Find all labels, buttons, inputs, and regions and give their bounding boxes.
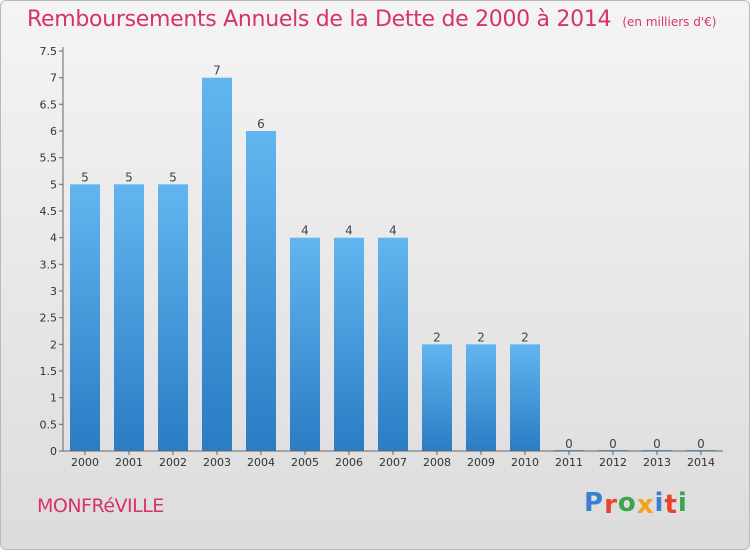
x-tick-label: 2013 (643, 456, 671, 469)
x-tick-label: 2003 (203, 456, 231, 469)
y-tick-label: 4.5 (40, 205, 58, 218)
bar-value-label: 5 (169, 170, 177, 184)
chart-title: Remboursements Annuels de la Dette de 20… (27, 7, 612, 32)
bar (70, 184, 100, 452)
bar-value-label: 2 (477, 330, 485, 344)
bar-value-label: 5 (125, 170, 133, 184)
commune-name: MONFRéVILLE (37, 495, 164, 517)
y-tick-label: 6.5 (40, 98, 58, 111)
x-tick-label: 2009 (467, 456, 495, 469)
logo-letter: x (636, 490, 655, 520)
y-tick-label: 3.5 (40, 258, 58, 271)
bar-value-label: 2 (521, 330, 529, 344)
bar-value-label: 5 (81, 170, 89, 184)
y-tick-label: 5 (50, 178, 57, 191)
y-tick-label: 6 (50, 125, 57, 138)
bar-value-label: 0 (565, 437, 573, 451)
bar-value-label: 4 (389, 224, 397, 238)
y-tick-label: 0 (50, 445, 57, 458)
logo-letter: i (677, 488, 688, 518)
y-tick-label: 2.5 (40, 312, 58, 325)
bar-value-label: 0 (609, 437, 617, 451)
x-tick-label: 2005 (291, 456, 319, 469)
y-tick-label: 5.5 (40, 152, 58, 165)
x-tick-label: 2008 (423, 456, 451, 469)
bar-value-label: 0 (697, 437, 705, 451)
x-tick-label: 2004 (247, 456, 275, 469)
bar (510, 344, 540, 451)
x-tick-label: 2006 (335, 456, 363, 469)
bar (202, 77, 232, 451)
bar-value-label: 0 (653, 437, 661, 451)
logo-letter: P (584, 488, 605, 518)
y-tick-label: 0.5 (40, 418, 58, 431)
x-tick-label: 2007 (379, 456, 407, 469)
logo-letter: t (664, 490, 678, 520)
x-tick-label: 2001 (115, 456, 143, 469)
bar-value-label: 2 (433, 330, 441, 344)
bar (466, 344, 496, 451)
y-tick-label: 4 (50, 232, 57, 245)
bar-value-label: 7 (213, 64, 221, 78)
logo-letter: r (604, 490, 618, 520)
bar (290, 237, 320, 451)
x-tick-label: 2002 (159, 456, 187, 469)
bar (422, 344, 452, 451)
x-tick-label: 2012 (599, 456, 627, 469)
proxiti-logo[interactable]: Proxiti (584, 488, 688, 520)
bar (114, 184, 144, 452)
chart-subtitle: (en milliers d'€) (622, 15, 717, 29)
chart-title-row: Remboursements Annuels de la Dette de 20… (27, 7, 716, 32)
logo-letter: o (617, 488, 637, 518)
y-tick-label: 3 (50, 285, 57, 298)
bar (246, 131, 276, 451)
bar (334, 237, 364, 451)
bar-value-label: 6 (257, 117, 265, 131)
x-tick-label: 2000 (71, 456, 99, 469)
x-tick-label: 2010 (511, 456, 539, 469)
y-tick-label: 7 (50, 72, 57, 85)
y-tick-label: 7.5 (40, 45, 58, 58)
bar (378, 237, 408, 451)
bar-value-label: 4 (345, 224, 353, 238)
bar (158, 184, 188, 452)
x-tick-label: 2011 (555, 456, 583, 469)
logo-letter: i (654, 488, 665, 518)
x-tick-label: 2014 (687, 456, 715, 469)
y-tick-label: 2 (50, 338, 57, 351)
bar-value-label: 4 (301, 224, 309, 238)
y-tick-label: 1.5 (40, 365, 58, 378)
y-tick-label: 1 (50, 392, 57, 405)
